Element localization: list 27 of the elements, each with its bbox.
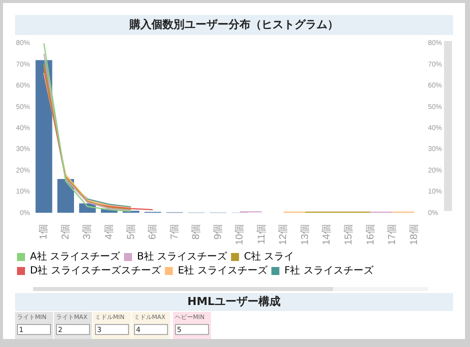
x-tick-label: 1個: [38, 224, 50, 240]
x-tick-label: 14個: [322, 224, 333, 245]
legend-label: F社 スライスチーズ: [284, 264, 374, 277]
x-tick-label: 5個: [126, 224, 137, 240]
text: HMLユーザー構成: [15, 293, 453, 311]
x-tick-label: 3個: [82, 224, 94, 240]
x-tick-label: 11個: [256, 224, 268, 244]
x-tick-label: 6個: [148, 224, 159, 240]
x-tick-label: 13個: [300, 224, 311, 245]
x-tick-label: 10個: [234, 224, 246, 245]
x-tick-label: 15個: [344, 224, 355, 245]
x-tick-label: 16個: [365, 224, 376, 245]
legend-label: E社 スライスチーズ: [178, 264, 268, 277]
x-tick-label: 7個: [169, 224, 180, 240]
x-tick-label: 9個: [212, 224, 224, 240]
legend-label: A社 スライスチーズ: [30, 250, 122, 263]
x-tick-label: 17個: [387, 224, 398, 245]
x-tick-label: 12個: [278, 224, 290, 245]
legend-label: C社 スライ: [244, 250, 294, 263]
x-tick-label: 2個: [60, 224, 72, 240]
chart-title: 購入個数別ユーザー分布（ヒストグラム）: [15, 15, 453, 35]
bar: [36, 60, 52, 213]
legend-label: B社 スライスチーズ: [137, 250, 228, 263]
legend-label: D社 スライスチーズスチーズ: [30, 264, 162, 277]
x-tick-label: 8個: [191, 224, 202, 240]
x-tick-label: 4個: [104, 224, 115, 240]
x-tick-label: 18個: [408, 224, 420, 245]
